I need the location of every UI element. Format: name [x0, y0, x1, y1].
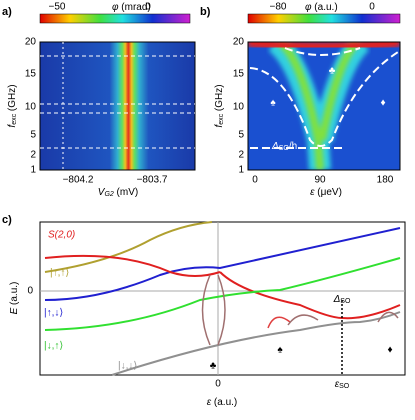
y-axis-label: E (a.u.) [9, 282, 20, 315]
symbol: ♣ [210, 361, 217, 372]
y-tick-label: 2 [238, 150, 244, 161]
x-tick-label: 90 [314, 175, 326, 186]
y-tick-label: 10 [233, 102, 245, 113]
dashed-curves [249, 47, 399, 149]
colorbar [247, 13, 401, 24]
y-tick-label: 0 [27, 286, 33, 297]
plot-frame [247, 41, 401, 171]
colorbar-tick: 0 [369, 2, 375, 13]
x-tick-label: 0 [252, 175, 258, 186]
colorbar-label: φ (mrad) [112, 2, 151, 13]
panel-label: c) [2, 214, 12, 226]
dashed-lines [40, 55, 195, 149]
state-label: |↓,↓⟩ [118, 361, 137, 372]
y-axis-label: fexc (GHz) [214, 84, 225, 127]
energy-levels [44, 221, 401, 376]
y-tick-label: 5 [238, 130, 244, 141]
colorbar-label: φ (a.u.) [305, 2, 338, 13]
annotation: ΔSO/h [271, 141, 297, 152]
state-label: |↑,↓⟩ [44, 308, 63, 319]
y-tick-label: 1 [30, 165, 36, 176]
colorbar-tick: 0 [145, 2, 151, 13]
colorbar-tick: −80 [270, 2, 287, 13]
y-tick-label: 2 [30, 150, 36, 161]
transition-arrows [201, 274, 399, 375]
y-tick-label: 15 [233, 69, 245, 80]
detuning-label: εSO [335, 379, 350, 390]
panel-label: b) [200, 6, 211, 18]
gap-label: ΔSO [333, 294, 351, 305]
colorbar [39, 13, 191, 24]
x-tick-label: 180 [377, 175, 394, 186]
y-tick-label: 20 [25, 37, 37, 48]
y-tick-label: 5 [30, 130, 36, 141]
x-tick-label: −803.7 [137, 175, 168, 186]
y-axis-label: fexc (GHz) [7, 84, 18, 127]
annotation: ♠ [270, 98, 276, 109]
state-label: |↑,↑⟩ [50, 268, 69, 279]
x-axis-label: VG2 (mV) [98, 187, 138, 198]
plot-frame [39, 221, 406, 376]
x-axis-label: ε (μeV) [310, 187, 342, 198]
panel-label: a) [2, 6, 12, 18]
annotation: ♣ [329, 66, 336, 77]
symbol: ♠ [277, 345, 283, 356]
symbol: ♦ [387, 345, 392, 356]
colorbar-tick: −50 [49, 2, 66, 13]
x-tick-label: −804.2 [63, 175, 94, 186]
x-tick-label: 0 [215, 379, 221, 390]
x-axis-label: ε (a.u.) [207, 397, 238, 408]
y-tick-label: 20 [233, 37, 245, 48]
state-label: |↓,↑⟩ [44, 341, 63, 352]
heatmap [39, 41, 196, 171]
y-tick-label: 10 [25, 102, 37, 113]
y-tick-label: 15 [25, 69, 37, 80]
y-tick-label: 1 [238, 165, 244, 176]
state-label: S(2,0) [48, 230, 75, 241]
annotation: ♦ [380, 98, 385, 109]
